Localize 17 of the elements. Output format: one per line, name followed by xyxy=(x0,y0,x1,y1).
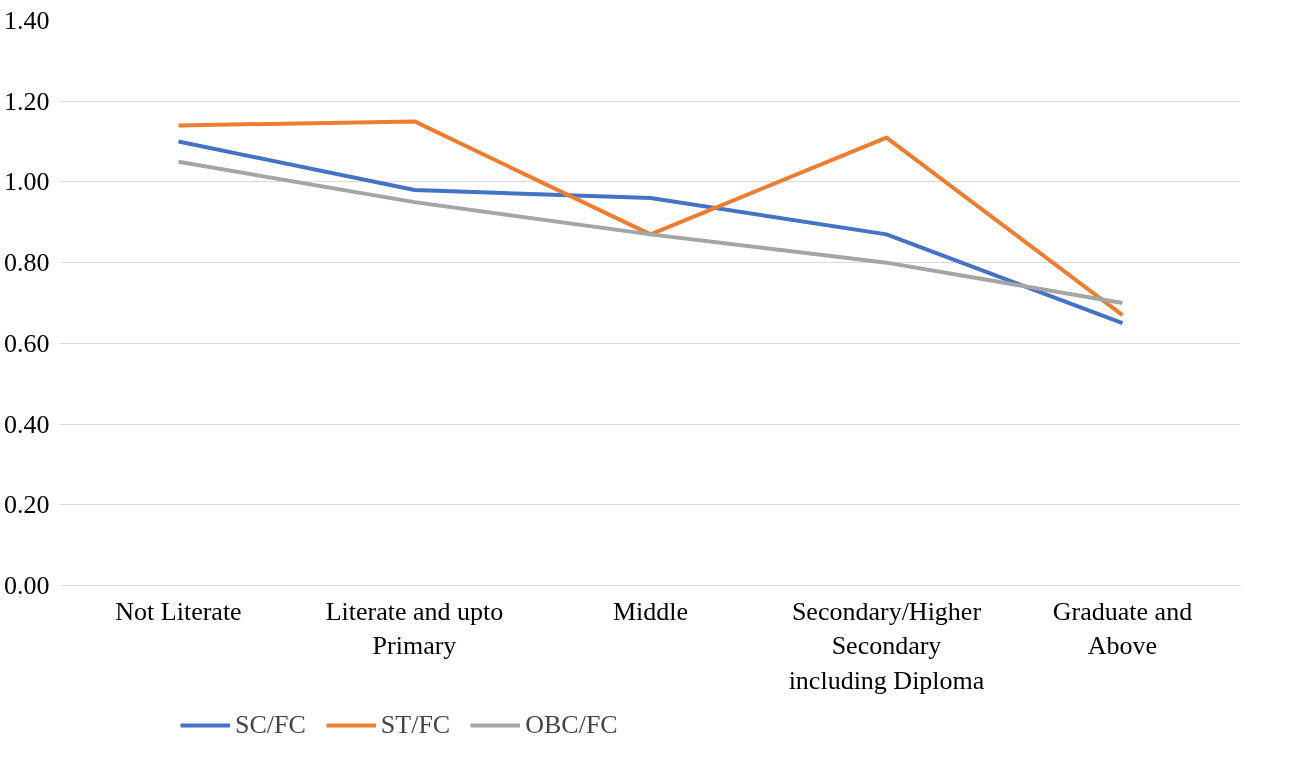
legend-label: ST/FC xyxy=(380,710,451,740)
y-tick-label: 0.40 xyxy=(4,409,50,439)
y-tick-label: 1.00 xyxy=(4,167,50,197)
y-tick-label: 1.20 xyxy=(4,86,50,116)
x-tick-label: Secondary/Higher Secondary including Diploma xyxy=(788,596,985,696)
y-tick-label: 0.60 xyxy=(4,328,50,358)
y-tick-label: 0.00 xyxy=(4,571,50,600)
legend-label: SC/FC xyxy=(235,710,306,740)
line-series xyxy=(176,159,1125,305)
y-tick-label: 1.40 xyxy=(4,6,50,35)
x-tick-label: Not Literate xyxy=(115,596,242,626)
x-tick-label: Graduate and Above xyxy=(1052,596,1193,661)
y-tick-label: 0.20 xyxy=(4,490,50,520)
legend-label: OBC/FC xyxy=(525,710,618,740)
y-tick-label: 0.80 xyxy=(4,248,50,278)
x-tick-label: Middle xyxy=(612,596,689,626)
x-tick-label: Literate and upto Primary xyxy=(325,596,504,661)
